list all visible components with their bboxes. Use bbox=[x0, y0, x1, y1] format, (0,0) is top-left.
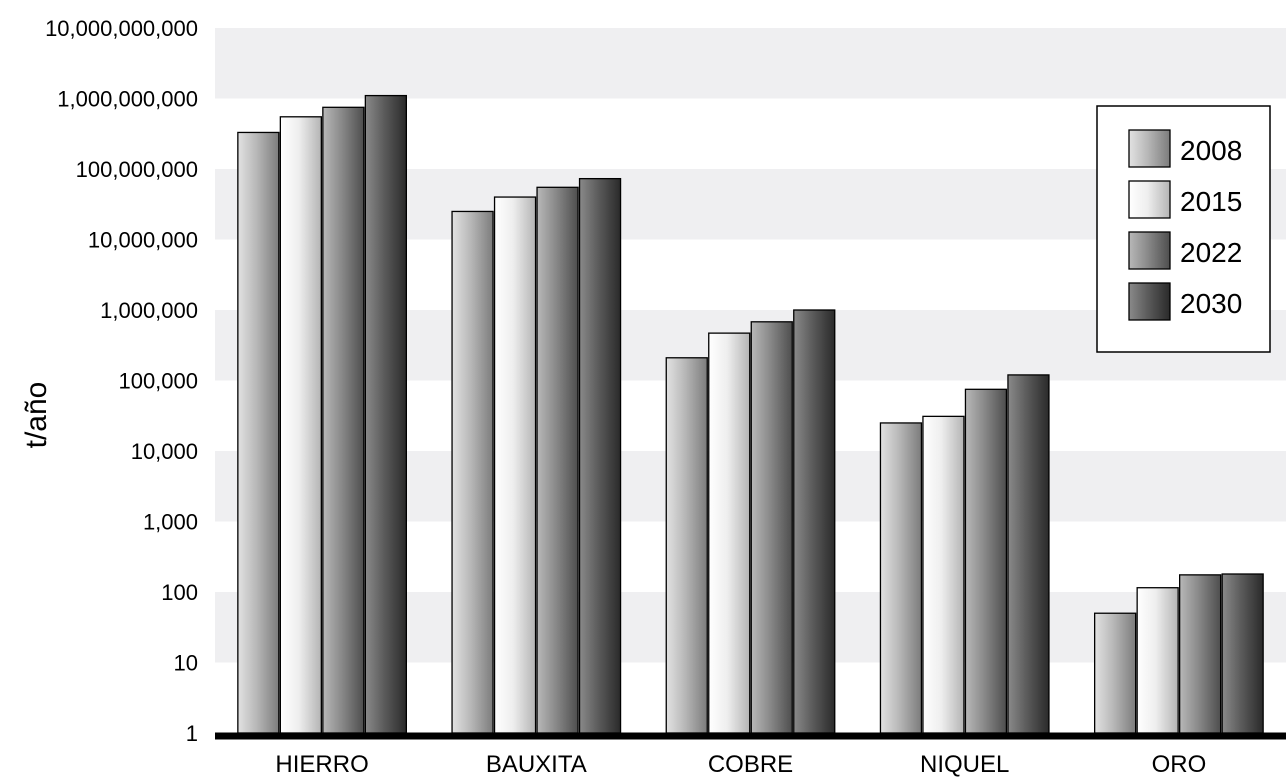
bar-niquel-2008 bbox=[879, 422, 923, 734]
y-tick-label: 100,000 bbox=[118, 369, 198, 394]
bar-hierro-2015 bbox=[279, 116, 323, 734]
bar-cobre-2030 bbox=[793, 309, 836, 734]
bars bbox=[237, 94, 1264, 734]
legend-label: 2030 bbox=[1180, 288, 1242, 319]
bar-bauxita-2030 bbox=[578, 177, 622, 734]
y-tick-label: 100 bbox=[161, 580, 198, 605]
y-tick-label: 10 bbox=[174, 651, 198, 676]
legend-label: 2015 bbox=[1180, 186, 1242, 217]
y-tick-label: 10,000,000 bbox=[88, 228, 198, 253]
bar-hierro-2030 bbox=[364, 94, 408, 734]
x-category-label: NIQUEL bbox=[920, 751, 1009, 778]
legend-swatch-2008 bbox=[1128, 129, 1171, 168]
bar-hierro-2022 bbox=[322, 106, 365, 734]
x-category-label: COBRE bbox=[708, 751, 793, 778]
bar-niquel-2015 bbox=[922, 415, 965, 734]
legend-swatch-2015 bbox=[1128, 180, 1171, 219]
bar-oro-2008 bbox=[1094, 612, 1137, 734]
bar-cobre-2022 bbox=[750, 321, 793, 734]
bar-cobre-2015 bbox=[708, 332, 751, 734]
legend-label: 2022 bbox=[1180, 237, 1242, 268]
y-tick-label: 10,000 bbox=[131, 439, 198, 464]
y-tick-label: 10,000,000,000 bbox=[45, 16, 198, 41]
bar-cobre-2008 bbox=[665, 357, 708, 734]
legend-swatch-2030 bbox=[1128, 282, 1171, 321]
bar-niquel-2030 bbox=[1007, 374, 1050, 734]
x-category-label: HIERRO bbox=[275, 751, 368, 778]
y-tick-label: 1,000,000 bbox=[100, 298, 198, 323]
bar-bauxita-2015 bbox=[493, 196, 537, 734]
y-axis-label: t/año bbox=[20, 382, 53, 449]
x-category-label: BAUXITA bbox=[486, 751, 587, 778]
y-tick-label: 1,000 bbox=[143, 510, 198, 535]
legend-label: 2008 bbox=[1180, 135, 1242, 166]
y-tick-label: 1,000,000,000 bbox=[57, 87, 198, 112]
bar-hierro-2008 bbox=[237, 131, 280, 734]
bar-bauxita-2022 bbox=[536, 186, 579, 734]
x-category-label: ORO bbox=[1152, 751, 1207, 778]
bar-niquel-2022 bbox=[964, 388, 1008, 734]
x-axis-category-labels: HIERRO BAUXITA COBRE NIQUEL ORO bbox=[275, 751, 1206, 778]
y-tick-label: 100,000,000 bbox=[76, 157, 198, 182]
legend-swatch-2022 bbox=[1128, 231, 1171, 270]
y-axis-tick-labels: 1 10 100 1,000 10,000 100,000 1,000,000 10,000,… bbox=[45, 16, 198, 746]
bar-bauxita-2008 bbox=[451, 210, 494, 734]
bar-oro-2015 bbox=[1136, 587, 1179, 734]
legend-box bbox=[1096, 105, 1271, 353]
legend: 2008 2015 2022 2030 bbox=[1096, 105, 1271, 353]
y-tick-label: 1 bbox=[186, 721, 198, 746]
grid-band bbox=[215, 28, 1286, 99]
bar-oro-2022 bbox=[1179, 574, 1222, 734]
bar-oro-2030 bbox=[1221, 573, 1264, 734]
